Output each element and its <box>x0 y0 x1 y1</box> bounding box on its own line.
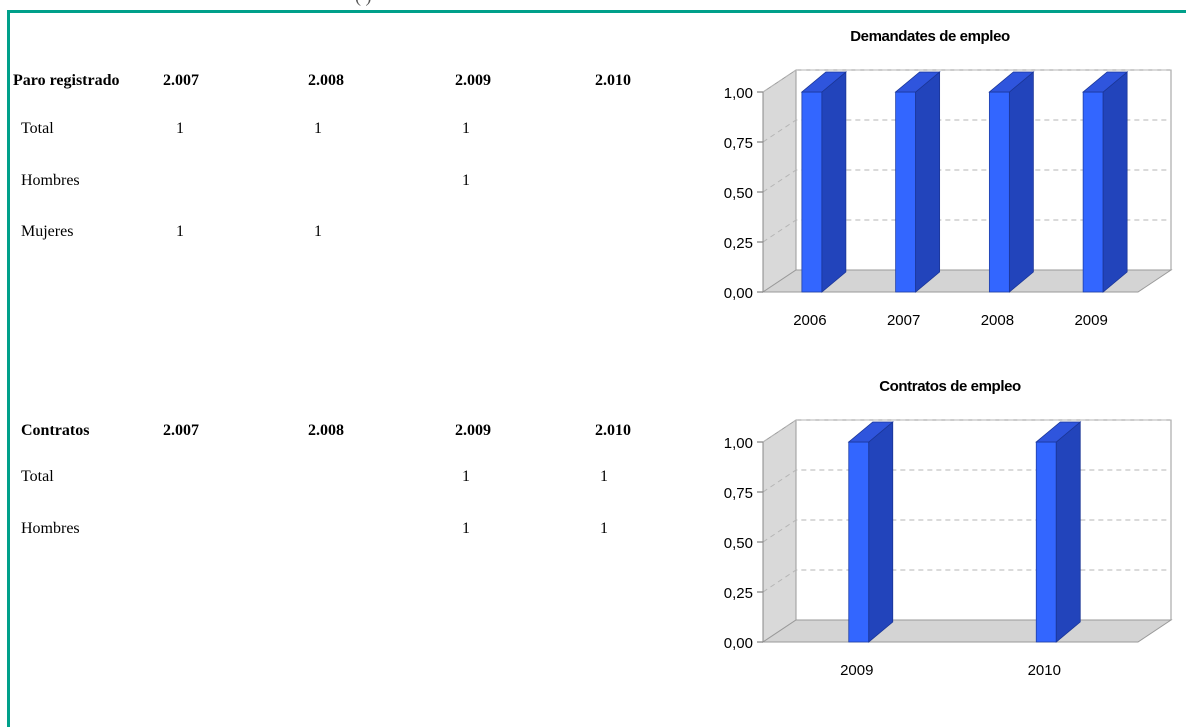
chart1-bar-side-2009 <box>1103 72 1127 292</box>
chart1-ytick-label: 0,75 <box>724 135 753 152</box>
chart1-ytick-label: 1,00 <box>724 85 753 102</box>
chart2-bar-side-2010 <box>1056 422 1080 642</box>
contratos-row-total-label: Total <box>21 468 54 486</box>
chart2-ytick-label: 1,00 <box>724 435 753 452</box>
paro-header-2009: 2.009 <box>455 72 491 90</box>
contratos-row-hombres-2010: 1 <box>600 520 608 538</box>
paro-header-2010: 2.010 <box>595 72 631 90</box>
paro-row-hombres-2009: 1 <box>462 172 470 190</box>
chart2-ytick-label: 0,50 <box>724 535 753 552</box>
chart-demandantes: 0,00 0,25 0,50 0,75 1,00 2006 2007 2008 2009 <box>690 55 1180 345</box>
contratos-header-2007: 2.007 <box>163 422 199 440</box>
paro-header-label: Paro registrado <box>13 72 120 90</box>
top-fragment: ( ) <box>0 0 1186 10</box>
paro-row-total-2008: 1 <box>314 120 322 138</box>
paro-row-total-2007: 1 <box>176 120 184 138</box>
paro-row-mujeres-2008: 1 <box>314 223 322 241</box>
chart2-floor <box>763 620 1171 642</box>
chart2-ytick-label: 0,75 <box>724 485 753 502</box>
top-fragment-text: ( ) <box>355 0 665 6</box>
chart1-xtick-label-2006: 2006 <box>793 312 826 329</box>
chart1-bar-side-2008 <box>1009 72 1033 292</box>
contratos-header-label: Contratos <box>21 422 89 440</box>
paro-row-mujeres-2007: 1 <box>176 223 184 241</box>
chart2-ytick-label: 0,00 <box>724 635 753 652</box>
chart2-xtick-label-2010: 2010 <box>1028 662 1061 679</box>
chart1-ytick-label: 0,00 <box>724 285 753 302</box>
chart1-ytick-label: 0,25 <box>724 235 753 252</box>
paro-row-hombres-label: Hombres <box>21 172 80 190</box>
chart-contratos: 0,00 0,25 0,50 0,75 1,00 2009 2010 <box>690 405 1180 695</box>
chart1-bar-side-2007 <box>916 72 940 292</box>
chart2-bar-side-2009 <box>869 422 893 642</box>
contratos-header-2008: 2.008 <box>308 422 344 440</box>
chart1-bar-2007 <box>896 92 916 292</box>
paro-row-total-2009: 1 <box>462 120 470 138</box>
chart2-ytick-label: 0,25 <box>724 585 753 602</box>
paro-row-mujeres-label: Mujeres <box>21 223 73 241</box>
contratos-row-total-2009: 1 <box>462 468 470 486</box>
chart1-bar-2008 <box>989 92 1009 292</box>
contratos-header-2010: 2.010 <box>595 422 631 440</box>
contratos-row-hombres-2009: 1 <box>462 520 470 538</box>
chart2-bar-2010 <box>1036 442 1056 642</box>
chart1-xtick-label-2007: 2007 <box>887 312 920 329</box>
contratos-row-total-2010: 1 <box>600 468 608 486</box>
paro-row-total-label: Total <box>21 120 54 138</box>
chart1-title: Demandates de empleo <box>780 28 1080 45</box>
chart2-bar-2009 <box>849 442 869 642</box>
chart1-bar-2009 <box>1083 92 1103 292</box>
chart1-xtick-label-2008: 2008 <box>981 312 1014 329</box>
contratos-row-hombres-label: Hombres <box>21 520 80 538</box>
chart1-bar-2006 <box>802 92 822 292</box>
chart1-xtick-label-2009: 2009 <box>1074 312 1107 329</box>
paro-header-2007: 2.007 <box>163 72 199 90</box>
contratos-header-2009: 2.009 <box>455 422 491 440</box>
chart1-ytick-label: 0,50 <box>724 185 753 202</box>
chart2-xtick-label-2009: 2009 <box>840 662 873 679</box>
chart1-bar-side-2006 <box>822 72 846 292</box>
chart2-title: Contratos de empleo <box>800 378 1100 395</box>
paro-header-2008: 2.008 <box>308 72 344 90</box>
